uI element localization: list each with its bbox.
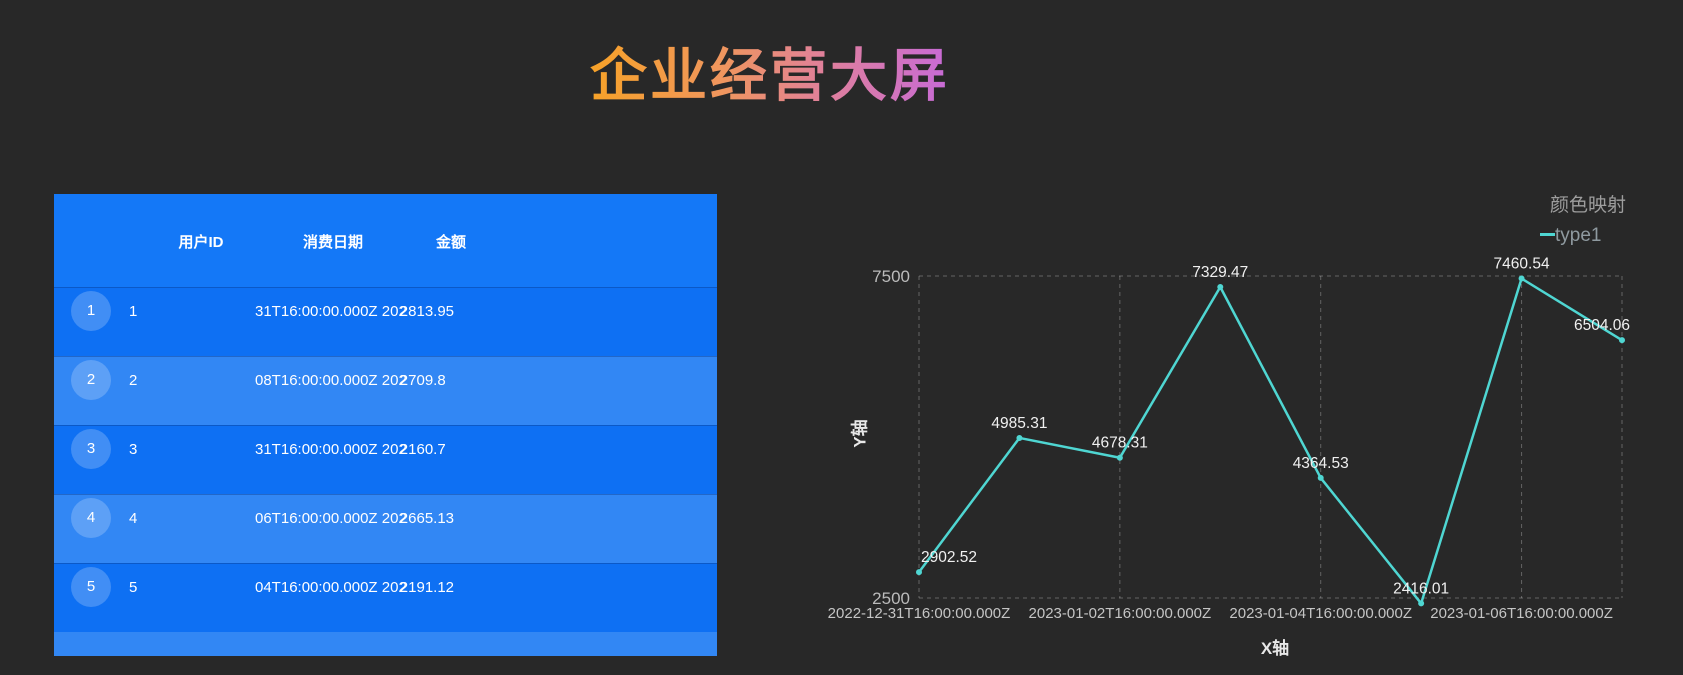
x-tick-label: 2023-01-02T16:00:00.000Z bbox=[1029, 605, 1212, 622]
cell-date-amount: 31T16:00:00.000Z 2022160.7 bbox=[255, 441, 446, 458]
cell-amount: 2191.12 bbox=[399, 579, 455, 596]
table-bottom-strip bbox=[54, 632, 717, 656]
cell-amount: 2160.7 bbox=[399, 441, 446, 458]
cell-user-id: 3 bbox=[129, 441, 138, 458]
data-point-label: 2902.52 bbox=[921, 549, 977, 566]
page-title: 企业经营大屏 bbox=[590, 30, 950, 112]
row-index-badge: 1 bbox=[71, 291, 111, 331]
data-point-label: 2416.01 bbox=[1393, 580, 1449, 597]
row-index-badge: 4 bbox=[71, 498, 111, 538]
data-point-label: 6504.06 bbox=[1574, 317, 1630, 334]
table-header-date: 消费日期 bbox=[302, 234, 363, 251]
x-axis-title: X轴 bbox=[1260, 639, 1290, 658]
table-row[interactable]: 3 3 31T16:00:00.000Z 2022160.7 bbox=[54, 425, 717, 494]
x-tick-label: 2022-12-31T16:00:00.000Z bbox=[828, 605, 1011, 622]
chart-title: 颜色映射 bbox=[1550, 195, 1627, 216]
cell-date: 31T16:00:00.000Z 202 bbox=[255, 303, 407, 320]
table-row[interactable]: 4 4 06T16:00:00.000Z 2022665.13 bbox=[54, 494, 717, 563]
cell-user-id: 2 bbox=[129, 372, 138, 389]
table-header-amount: 金额 bbox=[435, 234, 466, 251]
cell-date-amount: 06T16:00:00.000Z 2022665.13 bbox=[255, 510, 454, 527]
y-tick-label: 2500 bbox=[872, 589, 910, 608]
table-row[interactable]: 5 5 04T16:00:00.000Z 2022191.12 bbox=[54, 563, 717, 632]
data-point bbox=[1016, 434, 1023, 441]
cell-date: 06T16:00:00.000Z 202 bbox=[255, 510, 407, 527]
cell-date: 08T16:00:00.000Z 202 bbox=[255, 372, 407, 389]
series-line-type1 bbox=[917, 277, 1624, 605]
legend-item-type1[interactable]: type1 bbox=[1540, 225, 1601, 247]
row-index-badge: 2 bbox=[71, 360, 111, 400]
table-row[interactable]: 2 2 08T16:00:00.000Z 2022709.8 bbox=[54, 356, 717, 425]
table-row[interactable]: 1 1 31T16:00:00.000Z 2022813.95 bbox=[54, 287, 717, 356]
data-point-label: 7460.54 bbox=[1494, 256, 1550, 273]
data-point bbox=[1217, 283, 1224, 290]
table-header-user-id: 用户ID bbox=[178, 234, 224, 251]
data-point-label: 4678.31 bbox=[1092, 435, 1148, 452]
table-header-row: 用户ID 消费日期 金额 bbox=[54, 194, 717, 287]
data-point-label: 4985.31 bbox=[991, 415, 1047, 432]
consumption-table: 用户ID 消费日期 金额 1 1 31T16:00:00.000Z 202281… bbox=[54, 194, 717, 656]
row-index-badge: 5 bbox=[71, 567, 111, 607]
data-point bbox=[916, 569, 922, 576]
cell-date: 04T16:00:00.000Z 202 bbox=[255, 579, 407, 596]
x-tick-label: 2023-01-04T16:00:00.000Z bbox=[1229, 605, 1412, 622]
data-point-label: 7329.47 bbox=[1192, 264, 1248, 281]
data-point bbox=[1317, 474, 1324, 481]
data-point bbox=[1518, 275, 1525, 282]
data-point bbox=[1619, 337, 1625, 344]
data-point-label: 4364.53 bbox=[1293, 455, 1349, 472]
data-point bbox=[1418, 600, 1425, 607]
cell-amount: 2813.95 bbox=[399, 303, 455, 320]
page-header: 企业经营大屏 bbox=[0, 30, 1540, 112]
data-point bbox=[1116, 454, 1123, 461]
cell-date-amount: 04T16:00:00.000Z 2022191.12 bbox=[255, 579, 454, 596]
cell-user-id: 5 bbox=[129, 579, 138, 596]
legend-label: type1 bbox=[1555, 225, 1602, 246]
legend-line-swatch bbox=[1540, 233, 1555, 236]
cell-user-id: 1 bbox=[129, 303, 138, 320]
cell-amount: 2709.8 bbox=[399, 372, 446, 389]
y-tick-label: 7500 bbox=[872, 267, 910, 286]
x-tick-label: 2023-01-06T16:00:00.000Z bbox=[1430, 605, 1613, 622]
cell-date-amount: 31T16:00:00.000Z 2022813.95 bbox=[255, 303, 454, 320]
cell-user-id: 4 bbox=[129, 510, 138, 527]
cell-date-amount: 08T16:00:00.000Z 2022709.8 bbox=[255, 372, 446, 389]
cell-amount: 2665.13 bbox=[399, 510, 455, 527]
row-index-badge: 3 bbox=[71, 429, 111, 469]
cell-date: 31T16:00:00.000Z 202 bbox=[255, 441, 407, 458]
